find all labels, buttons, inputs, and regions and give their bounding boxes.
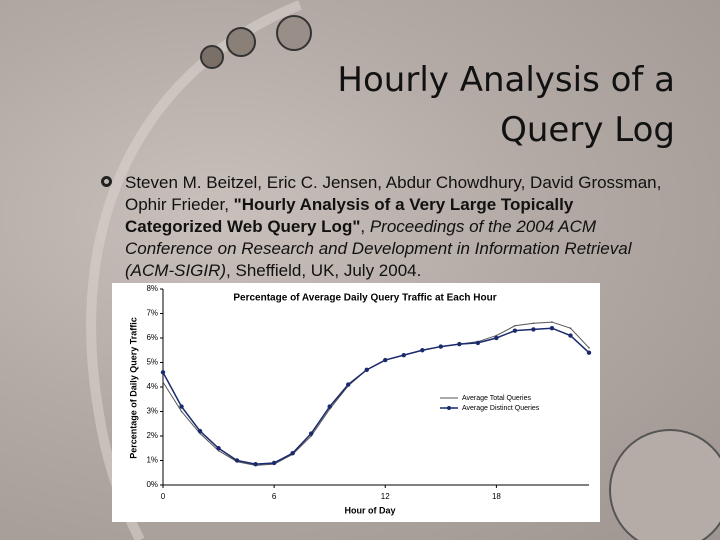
data-point (253, 461, 258, 467)
circle (276, 15, 312, 51)
y-tick-label: 8% (146, 284, 158, 293)
x-tick-label: 18 (492, 492, 501, 501)
circle (200, 45, 224, 69)
data-point (420, 348, 425, 353)
legend-label: Average Distinct Queries (462, 405, 540, 412)
sphere (609, 429, 720, 540)
slide-title: Hourly Analysis of a Query Log (337, 55, 675, 155)
x-tick-label: 0 (161, 492, 166, 501)
circle (226, 27, 256, 57)
data-point (346, 382, 351, 387)
title-line: Hourly Analysis of a (337, 60, 675, 100)
series-line (162, 327, 590, 465)
data-point (401, 352, 406, 358)
data-point (160, 370, 166, 375)
bullet-segment: , (360, 217, 370, 236)
bullet-segment: , Sheffield, UK, July 2004. (226, 261, 422, 280)
data-point (271, 460, 277, 466)
legend-marker (447, 406, 451, 410)
bullet-segment: "Hourly Analysis of a Very Large Topical… (125, 195, 574, 236)
x-tick-label: 12 (381, 492, 390, 501)
data-point (308, 431, 314, 436)
chart-title: Percentage of Average Daily Query Traffi… (233, 293, 496, 304)
y-tick-label: 6% (146, 333, 158, 342)
bullet-icon (101, 176, 112, 187)
data-point (551, 321, 553, 323)
y-tick-label: 3% (146, 407, 158, 416)
data-point (514, 324, 516, 327)
data-point (438, 344, 444, 349)
data-point (197, 428, 203, 434)
data-point (475, 340, 481, 346)
data-point (179, 404, 184, 409)
data-point (512, 328, 518, 333)
y-tick-label: 2% (146, 431, 158, 440)
data-point (586, 350, 592, 355)
bullet-segment: Steven M. Beitzel, Eric C. Jensen, Abdur… (125, 173, 662, 214)
x-tick-label: 6 (272, 492, 277, 501)
data-point (549, 326, 555, 331)
data-point (180, 410, 183, 413)
chart-background (112, 283, 600, 522)
y-tick-label: 0% (146, 480, 158, 489)
data-point (569, 327, 572, 330)
data-point (216, 446, 221, 451)
data-point (531, 327, 536, 332)
data-point (457, 341, 462, 347)
data-point (568, 333, 573, 338)
x-axis-label: Hour of Day (344, 505, 395, 515)
title-line: Query Log (500, 110, 675, 150)
data-point (234, 458, 240, 463)
data-point (494, 335, 499, 341)
data-point (162, 381, 164, 383)
y-tick-label: 4% (146, 382, 158, 391)
y-tick-label: 1% (146, 456, 158, 465)
y-axis-label: Percentage of Daily Query Traffic (128, 317, 138, 459)
data-point (532, 322, 535, 325)
y-tick-label: 5% (146, 358, 158, 367)
data-point (327, 404, 332, 409)
bullet-text: Steven M. Beitzel, Eric C. Jensen, Abdur… (125, 172, 673, 282)
data-point (588, 347, 590, 349)
data-point (290, 450, 295, 456)
y-tick-label: 7% (146, 309, 158, 318)
data-point (364, 367, 369, 373)
data-point (383, 357, 388, 363)
bullet-segment: Proceedings of the 2004 ACM Conference o… (125, 217, 632, 280)
legend-label: Average Total Queries (462, 395, 532, 402)
